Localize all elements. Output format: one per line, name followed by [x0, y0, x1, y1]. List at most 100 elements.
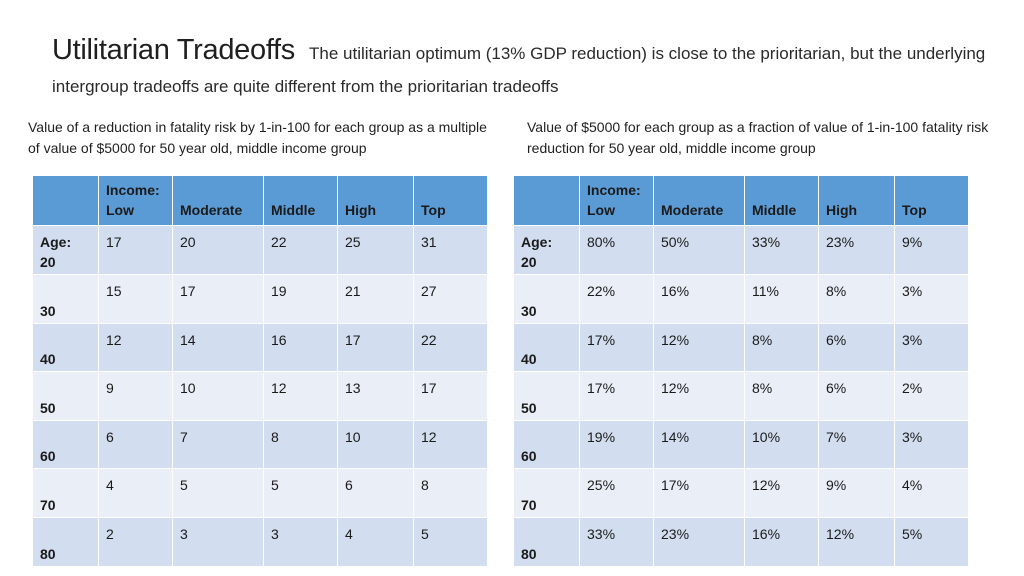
table-row: 40 12 14 16 17 22 — [32, 322, 488, 373]
table-cell: 4 — [98, 468, 173, 518]
table-cell: 16% — [744, 516, 819, 567]
corner-header-cell — [32, 175, 99, 226]
table-cell: 33% — [579, 516, 654, 567]
column-header-cell: Moderate — [172, 175, 264, 226]
money-value-fraction-table: Income: Low Moderate Middle High Top Age: 20 80… — [513, 175, 969, 567]
table-cell: 8% — [744, 371, 819, 421]
table-cell: 12% — [653, 371, 745, 421]
row-label-cell: 50 — [513, 371, 580, 421]
table-cell: 3% — [894, 322, 969, 373]
row-label-cell: 80 — [32, 516, 99, 567]
table-row: 80 2 3 3 4 5 — [32, 516, 488, 567]
table-cell: 12 — [413, 419, 488, 470]
table-header-row: Income: Low Moderate Middle High Top — [513, 175, 969, 226]
risk-value-multiple-table: Income: Low Moderate Middle High Top Age: 20 17… — [32, 175, 488, 567]
table-cell: 17% — [579, 371, 654, 421]
table-cell: 14% — [653, 419, 745, 470]
table-cell: 3 — [263, 516, 338, 567]
table-cell: 15 — [98, 274, 173, 324]
table-cell: 17 — [337, 322, 414, 373]
column-header-cell: Income: Low — [98, 175, 173, 226]
table-cell: 11% — [744, 274, 819, 324]
table-cell: 6 — [337, 468, 414, 518]
table-cell: 3% — [894, 274, 969, 324]
slide-title: Utilitarian Tradeoffs — [52, 34, 296, 66]
row-label-cell: 40 — [32, 322, 99, 373]
table-cell: 10% — [744, 419, 819, 470]
table-cell: 3% — [894, 419, 969, 470]
table-cell: 27 — [413, 274, 488, 324]
table-cell: 9% — [818, 468, 895, 518]
table-row: 40 17% 12% 8% 6% 3% — [513, 322, 969, 373]
table-cell: 5 — [172, 468, 264, 518]
table-cell: 12% — [653, 322, 745, 373]
table-cell: 10 — [172, 371, 264, 421]
table-cell: 7% — [818, 419, 895, 470]
table-row: 30 22% 16% 11% 8% 3% — [513, 274, 969, 324]
table-cell: 5 — [413, 516, 488, 567]
column-header-cell: High — [818, 175, 895, 226]
row-label-cell: 60 — [513, 419, 580, 470]
row-label-cell: 70 — [513, 468, 580, 518]
table-cell: 16 — [263, 322, 338, 373]
table-cell: 12 — [98, 322, 173, 373]
row-label-cell: 70 — [32, 468, 99, 518]
table-cell: 9 — [98, 371, 173, 421]
table-row: 70 4 5 5 6 8 — [32, 468, 488, 518]
table-cell: 8% — [818, 274, 895, 324]
table-cell: 25 — [337, 225, 414, 275]
table-cell: 4 — [337, 516, 414, 567]
table-row: 60 19% 14% 10% 7% 3% — [513, 419, 969, 470]
table-cell: 23% — [818, 225, 895, 275]
row-label-cell: 40 — [513, 322, 580, 373]
table-cell: 6% — [818, 322, 895, 373]
table-cell: 6 — [98, 419, 173, 470]
table-row: Age: 20 17 20 22 25 31 — [32, 225, 488, 275]
row-label-cell: 50 — [32, 371, 99, 421]
table-cell: 22 — [413, 322, 488, 373]
table-row: 50 9 10 12 13 17 — [32, 371, 488, 421]
table-cell: 4% — [894, 468, 969, 518]
row-label-cell: 60 — [32, 419, 99, 470]
table-cell: 17 — [413, 371, 488, 421]
table-cell: 33% — [744, 225, 819, 275]
table-cell: 50% — [653, 225, 745, 275]
table-cell: 12 — [263, 371, 338, 421]
table-cell: 12% — [744, 468, 819, 518]
table-row: 70 25% 17% 12% 9% 4% — [513, 468, 969, 518]
table-cell: 17 — [172, 274, 264, 324]
column-header-cell: Top — [894, 175, 969, 226]
row-label-cell: 80 — [513, 516, 580, 567]
table-cell: 31 — [413, 225, 488, 275]
table-cell: 6% — [818, 371, 895, 421]
table-cell: 10 — [337, 419, 414, 470]
table-cell: 8 — [263, 419, 338, 470]
row-label-cell: 30 — [32, 274, 99, 324]
column-header-cell: Moderate — [653, 175, 745, 226]
table-cell: 17 — [98, 225, 173, 275]
table-cell: 2 — [98, 516, 173, 567]
table-row: 60 6 7 8 10 12 — [32, 419, 488, 470]
left-table-caption: Value of a reduction in fatality risk by… — [28, 119, 487, 156]
column-header-cell: Top — [413, 175, 488, 226]
table-cell: 9% — [894, 225, 969, 275]
table-cell: 17% — [579, 322, 654, 373]
slide-subtitle: The utilitarian optimum (13% GDP reducti… — [52, 44, 986, 96]
table-row: 50 17% 12% 8% 6% 2% — [513, 371, 969, 421]
table-cell: 21 — [337, 274, 414, 324]
table-cell: 20 — [172, 225, 264, 275]
column-header-cell: High — [337, 175, 414, 226]
table-cell: 3 — [172, 516, 264, 567]
table-row: 30 15 17 19 21 27 — [32, 274, 488, 324]
table-cell: 12% — [818, 516, 895, 567]
table-cell: 2% — [894, 371, 969, 421]
right-table-caption: Value of $5000 for each group as a fract… — [527, 119, 989, 156]
table-cell: 80% — [579, 225, 654, 275]
table-cell: 19% — [579, 419, 654, 470]
table-cell: 8% — [744, 322, 819, 373]
table-cell: 22 — [263, 225, 338, 275]
table-cell: 13 — [337, 371, 414, 421]
table-cell: 5 — [263, 468, 338, 518]
table-row: 80 33% 23% 16% 12% 5% — [513, 516, 969, 567]
row-label-cell: Age: 20 — [32, 225, 99, 275]
